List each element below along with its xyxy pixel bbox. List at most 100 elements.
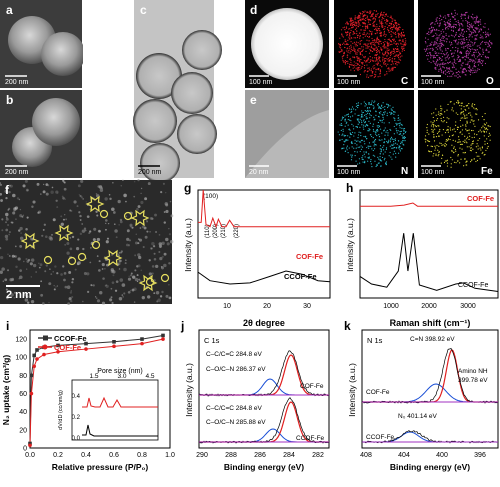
legend-ccof-fe: CCOF-Fe	[458, 282, 488, 289]
data-point	[112, 344, 116, 349]
element-label: Fe	[481, 166, 493, 177]
eds-map-c: 100 nm C	[334, 0, 414, 88]
x-tick: 30	[303, 303, 311, 310]
panel-h: h Intensity (a.u.) Raman shift (cm⁻¹) 10…	[345, 181, 499, 328]
y-tick: 20	[19, 427, 27, 434]
inset-x-tick: 4.5	[145, 373, 154, 380]
legend-ccof-fe: CCOF-Fe	[54, 334, 87, 343]
element-label: O	[486, 76, 494, 87]
scale-label: 200 nm	[5, 169, 29, 176]
scale-label: 100 nm	[249, 79, 273, 86]
eds-map-n: 100 nm N	[334, 90, 414, 178]
hollow-sphere	[182, 30, 222, 70]
x-tick: 3000	[460, 303, 476, 310]
x-tick: 2000	[421, 303, 437, 310]
x-tick: 20	[263, 303, 271, 310]
inset-box	[71, 379, 159, 441]
panel-k: k N 1s Intensity (a.u.) Binding energy (…	[344, 319, 499, 472]
series-ccof-fe	[197, 270, 331, 285]
inset-y-label: dV/dD (cc/nm/g)	[58, 390, 64, 430]
scale-label: 200 nm	[5, 79, 29, 86]
panel-e: e 20 nm	[245, 90, 329, 178]
y-tick: 80	[19, 373, 27, 380]
inset-y-tick: 0.0	[72, 436, 81, 442]
scale-label: 100 nm	[337, 169, 361, 176]
panel-label: a	[6, 3, 13, 17]
panel-b: b 200 nm	[0, 90, 82, 178]
x-tick: 288	[225, 452, 237, 459]
scale-label: 20 nm	[249, 169, 269, 176]
x-tick: 1.0	[165, 452, 175, 459]
legend-cof-fe: COF-Fe	[296, 252, 323, 261]
scale-label: 2 nm	[6, 289, 32, 301]
panel-g: g Intensity (a.u.) 2θ degree 10 20 30 (1…	[183, 181, 331, 328]
panel-d: d 100 nm	[245, 0, 329, 88]
data-point	[32, 353, 36, 358]
y-tick: 60	[19, 391, 27, 398]
x-axis-label: Binding energy (eV)	[390, 462, 470, 472]
scale-label: 100 nm	[337, 79, 361, 86]
x-tick: 282	[312, 452, 324, 459]
inset-y-tick: 0.4	[72, 394, 81, 400]
x-axis-label: Raman shift (cm⁻¹)	[390, 318, 471, 328]
x-axis-label: Binding energy (eV)	[224, 462, 304, 472]
panel-label: f	[5, 183, 10, 197]
series-cof-fe	[360, 202, 498, 207]
x-tick: 290	[196, 452, 208, 459]
inset-title: Pore size (nm)	[97, 368, 143, 375]
sample-label: COF-Fe	[366, 389, 390, 396]
data-point	[32, 364, 36, 369]
x-tick: 1000	[383, 303, 399, 310]
peak-annotation: C=N 398.92 eV	[410, 336, 455, 343]
panel-c: c 200 nm	[133, 0, 222, 183]
panel-f: f 2 nm	[0, 178, 174, 306]
peak-label: (110)	[205, 224, 211, 238]
panel-label: j	[180, 319, 184, 333]
panel-a: a 200 nm	[0, 0, 85, 88]
peak-label: (220)	[234, 224, 240, 238]
hollow-sphere	[171, 72, 213, 114]
data-point	[42, 352, 46, 357]
peak-label: (200)	[213, 224, 219, 238]
peak-annotation: N₀ 401.14 eV	[398, 413, 437, 420]
inset-x-tick: 3.0	[117, 373, 126, 380]
data-point	[35, 348, 39, 352]
fe-atom-markers	[43, 209, 170, 287]
panel-label: h	[346, 181, 353, 195]
element-label: C	[401, 76, 408, 87]
data-point	[140, 341, 144, 346]
data-point	[112, 340, 116, 344]
peak-label: (100)	[203, 193, 218, 200]
peak-annotation: C–C/C=C 284.8 eV	[206, 351, 262, 358]
scale-label: 100 nm	[421, 79, 445, 86]
x-tick: 0.6	[109, 452, 119, 459]
legend-ccof-fe: CCOF-Fe	[284, 272, 317, 281]
x-tick: 286	[254, 452, 266, 459]
data-point	[140, 337, 144, 341]
y-axis-label: Intensity (a.u.)	[347, 363, 357, 417]
y-axis-label: Intensity (a.u.)	[183, 218, 193, 272]
data-point	[84, 347, 88, 351]
panel-label: e	[250, 93, 257, 107]
series-ccof-fe	[359, 233, 499, 292]
x-tick: 404	[398, 452, 410, 459]
sphere-2	[41, 32, 85, 76]
peak-label: (210)	[221, 224, 227, 238]
data-point	[29, 373, 34, 378]
scale-label: 200 nm	[138, 169, 162, 176]
hollow-sphere	[133, 99, 177, 143]
panel-label: g	[184, 181, 191, 195]
legend-cof-fe: COF-Fe	[54, 343, 81, 352]
data-point	[35, 357, 39, 361]
series-cof-fe	[29, 338, 164, 446]
x-tick: 408	[360, 452, 372, 459]
data-point	[28, 443, 32, 448]
data-point	[29, 391, 34, 396]
peak-annotation: C–O/C–N 285.88 eV	[206, 419, 266, 426]
peak-annotation: 399.78 eV	[458, 377, 488, 384]
inset-y-tick: 0.2	[72, 415, 81, 421]
data-point	[84, 341, 88, 346]
spectrum-title: C 1s	[204, 336, 220, 345]
y-axis-label: N₂ uptake (cm³/g)	[1, 355, 11, 426]
y-tick: 100	[15, 355, 27, 362]
